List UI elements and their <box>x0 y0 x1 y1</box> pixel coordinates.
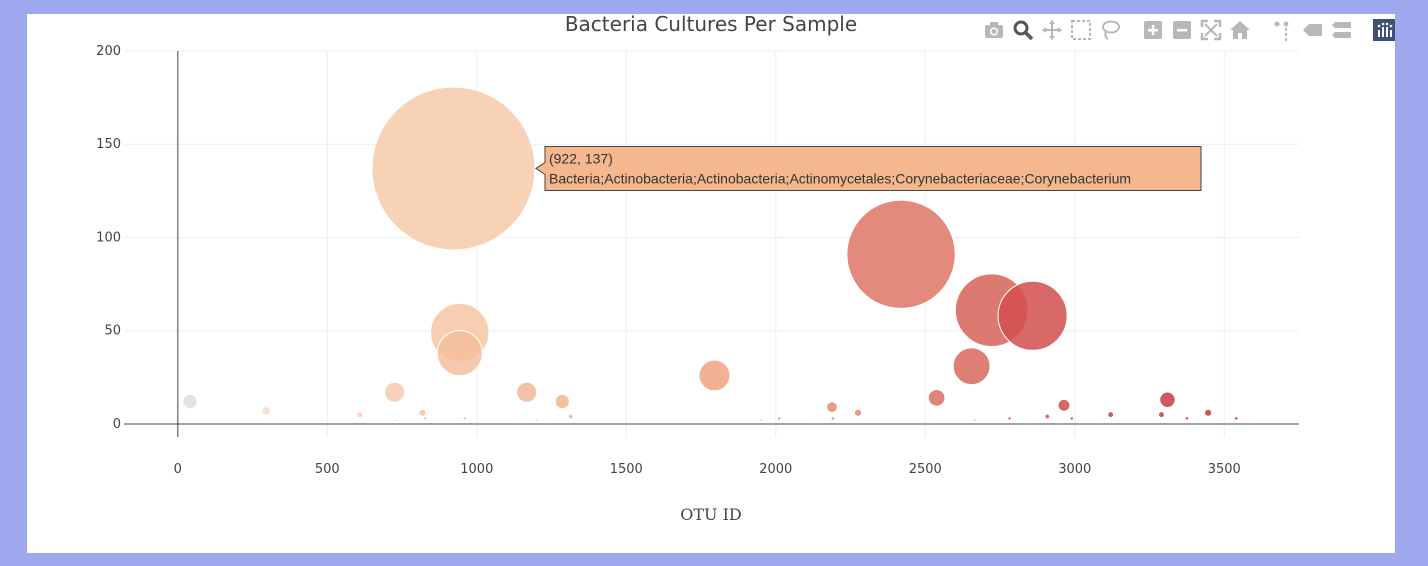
bubble-point[interactable] <box>1107 411 1115 419</box>
hover-tooltip: (922, 137) Bacteria;Actinobacteria;Actino… <box>535 145 1202 191</box>
x-axis-title: OTU ID <box>680 505 742 524</box>
x-tick-label: 500 <box>315 462 340 477</box>
bubble-point[interactable] <box>830 416 836 421</box>
bubble-point[interactable] <box>1184 416 1190 421</box>
bubble-point[interactable] <box>972 418 977 422</box>
bubble-point[interactable] <box>320 418 324 422</box>
zoom-out-icon[interactable] <box>1170 18 1193 41</box>
bubble-point[interactable] <box>1204 408 1213 417</box>
bubble-point[interactable] <box>534 418 539 422</box>
bubble-point[interactable] <box>1159 391 1176 408</box>
x-tick-label: 1000 <box>460 462 493 477</box>
bubble-point[interactable] <box>1233 416 1239 421</box>
bubble-point[interactable] <box>418 408 427 417</box>
x-tick-label: 1500 <box>610 462 643 477</box>
chart-title: Bacteria Cultures Per Sample <box>565 14 857 36</box>
bubble-point[interactable] <box>422 416 428 421</box>
bubble-point[interactable] <box>516 381 538 403</box>
bubbles[interactable] <box>182 86 1239 422</box>
tooltip-header: (922, 137) <box>549 150 613 166</box>
plotly-logo-icon[interactable] <box>1372 18 1395 41</box>
bubble-point[interactable] <box>698 359 731 392</box>
reset-axes-icon[interactable] <box>1228 18 1251 41</box>
lasso-select-icon[interactable] <box>1098 18 1121 41</box>
bubble-point[interactable] <box>927 389 946 407</box>
tooltip-label: Bacteria;Actinobacteria;Actinobacteria;A… <box>549 170 1131 186</box>
bubble-point[interactable] <box>383 381 406 403</box>
modebar <box>982 18 1395 41</box>
plot-panel: 0 50 100 150 200 0 500 1000 1500 2000 2500 3000 3500… <box>27 14 1395 553</box>
bubble-point[interactable] <box>826 401 838 414</box>
y-tick-label: 100 <box>96 230 121 245</box>
hover-compare-icon[interactable] <box>1329 18 1352 41</box>
bubble-point[interactable] <box>261 406 271 416</box>
bubble-point[interactable] <box>554 393 570 410</box>
zoom-icon[interactable] <box>1011 18 1034 41</box>
bubble-point[interactable] <box>462 416 468 421</box>
x-tick-label: 2500 <box>909 462 942 477</box>
x-tick-label: 0 <box>174 462 182 477</box>
y-tick-label: 50 <box>104 324 121 339</box>
spike-lines-icon[interactable] <box>1271 18 1294 41</box>
bubble-point[interactable] <box>394 418 398 422</box>
bubble-point[interactable] <box>1057 398 1071 412</box>
bubble-point[interactable] <box>371 86 536 251</box>
bubble-point[interactable] <box>759 418 763 422</box>
bubble-point[interactable] <box>567 413 574 420</box>
bubble-point[interactable] <box>1044 413 1051 420</box>
bubble-point[interactable] <box>1069 416 1075 421</box>
hover-closest-icon[interactable] <box>1300 18 1323 41</box>
x-tick-label: 2000 <box>759 462 792 477</box>
bubble-point[interactable] <box>997 280 1068 351</box>
bubble-point[interactable] <box>1157 411 1165 419</box>
y-tick-label: 200 <box>96 44 121 59</box>
bubble-point[interactable] <box>436 329 483 377</box>
bubble-point[interactable] <box>952 347 991 386</box>
tooltip-box <box>535 145 1202 191</box>
bubble-point[interactable] <box>776 416 782 421</box>
pan-icon[interactable] <box>1040 18 1063 41</box>
bubble-point[interactable] <box>846 199 956 309</box>
y-tick-label: 150 <box>96 137 121 152</box>
autoscale-icon[interactable] <box>1199 18 1222 41</box>
y-tick-label: 0 <box>113 417 121 432</box>
x-tick-label: 3000 <box>1058 462 1091 477</box>
box-select-icon[interactable] <box>1069 18 1092 41</box>
camera-icon[interactable] <box>982 18 1005 41</box>
bubble-point[interactable] <box>1007 416 1012 421</box>
bubble-point[interactable] <box>182 393 198 410</box>
bubble-point[interactable] <box>356 411 364 419</box>
bubble-point[interactable] <box>853 408 863 417</box>
x-tick-label: 3500 <box>1208 462 1241 477</box>
zoom-in-icon[interactable] <box>1141 18 1164 41</box>
